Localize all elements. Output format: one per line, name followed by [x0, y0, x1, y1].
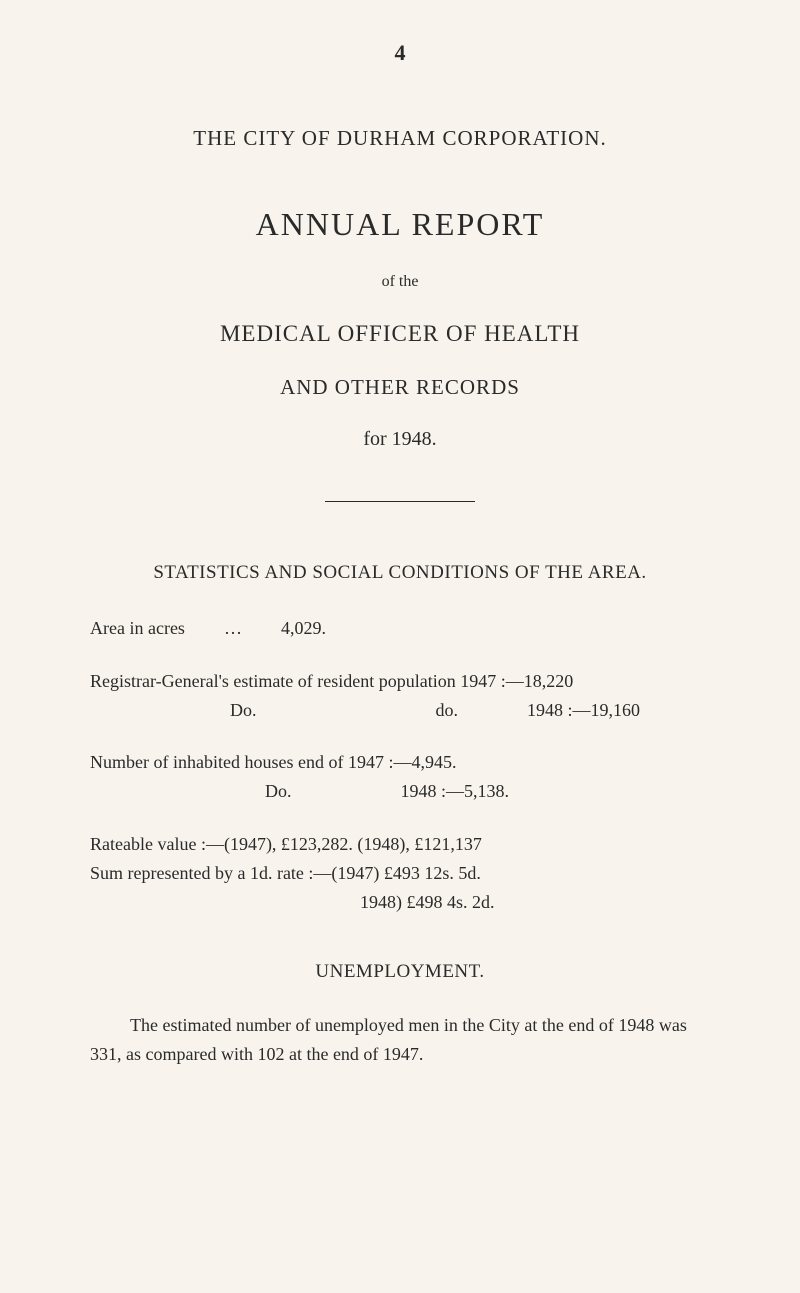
- inhabited-line: Number of inhabited houses end of 1947 :…: [90, 748, 710, 777]
- inhabited-do-label: Do.: [265, 781, 292, 801]
- of-the-label: of the: [90, 273, 710, 291]
- registrar-do-label: Do.: [230, 700, 257, 720]
- area-label: Area in acres: [90, 618, 185, 638]
- unemployment-paragraph: The estimated number of unemployed men i…: [90, 1011, 710, 1069]
- rateable-value-line: Rateable value :—(1947), £123,282. (1948…: [90, 830, 710, 859]
- sum-represented-line: Sum represented by a 1d. rate :—(1947) £…: [90, 859, 710, 888]
- registrar-do-value: 1948 :—19,160: [527, 700, 640, 720]
- area-value: 4,029.: [281, 618, 326, 638]
- inhabited-do-line: Do. 1948 :—5,138.: [90, 777, 710, 806]
- for-year-label: for 1948.: [90, 428, 710, 451]
- organization-title: THE CITY OF DURHAM CORPORATION.: [90, 126, 710, 151]
- section-divider: [325, 501, 475, 502]
- other-records-heading: AND OTHER RECORDS: [90, 375, 710, 400]
- sum-represented-line-2: 1948) £498 4s. 2d.: [90, 888, 710, 917]
- area-dots: …: [224, 618, 242, 638]
- medical-officer-heading: MEDICAL OFFICER OF HEALTH: [90, 321, 710, 347]
- inhabited-do-value: 1948 :—5,138.: [401, 781, 510, 801]
- registrar-do-mid: do.: [436, 700, 459, 720]
- report-title: ANNUAL REPORT: [90, 206, 710, 243]
- registrar-line: Registrar-General's estimate of resident…: [90, 667, 710, 696]
- area-in-acres-line: Area in acres … 4,029.: [90, 614, 710, 643]
- unemployment-heading: UNEMPLOYMENT.: [90, 961, 710, 983]
- page-number: 4: [90, 40, 710, 66]
- statistics-heading: STATISTICS AND SOCIAL CONDITIONS OF THE …: [90, 562, 710, 584]
- registrar-do-line: Do. do. 1948 :—19,160: [90, 696, 710, 725]
